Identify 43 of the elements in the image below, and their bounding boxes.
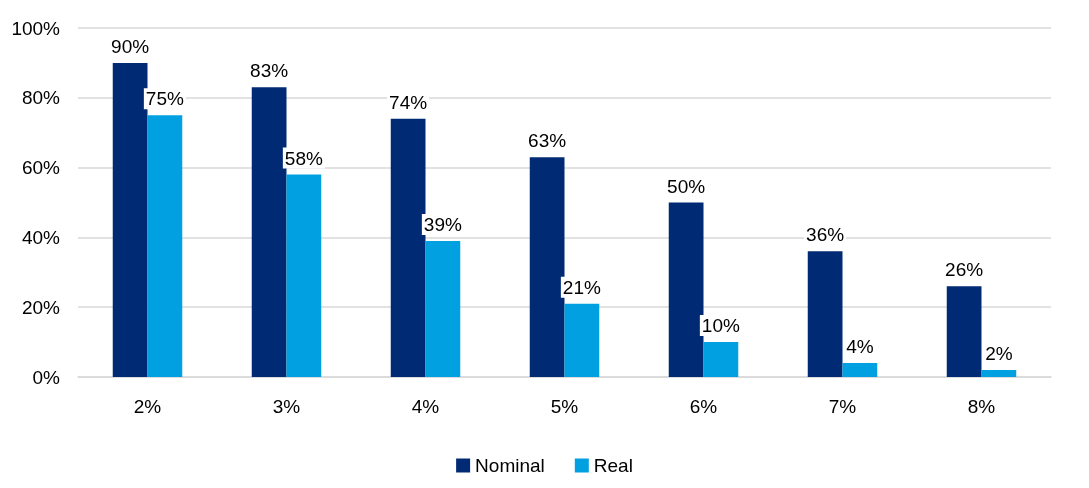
y-tick-label: 0% [32, 366, 61, 388]
bar [286, 174, 322, 377]
x-tick-label: 6% [689, 396, 718, 417]
x-tick-label: 2% [133, 396, 162, 417]
legend-label: Real [593, 455, 633, 476]
data-label: 83% [250, 60, 289, 82]
data-label: 26% [945, 259, 984, 281]
data-label: 2% [985, 343, 1013, 365]
data-label: 63% [528, 130, 567, 152]
y-tick-label: 20% [21, 296, 61, 318]
x-tick-label: 3% [272, 396, 301, 417]
data-label: 74% [389, 91, 428, 113]
x-tick-label: 8% [967, 396, 996, 417]
data-label: 90% [111, 35, 150, 57]
bar [668, 202, 704, 377]
bar [564, 303, 600, 377]
bar [147, 115, 183, 377]
y-tick-label: 60% [21, 157, 61, 179]
y-tick-label: 80% [21, 87, 61, 109]
bar [842, 363, 878, 377]
data-label: 21% [562, 276, 601, 298]
bar [112, 62, 148, 377]
x-tick-label: 5% [550, 396, 579, 417]
data-label: 4% [846, 336, 874, 358]
data-label: 58% [284, 147, 323, 169]
y-tick-label: 40% [21, 226, 61, 248]
bar [529, 157, 565, 377]
data-label: 75% [145, 88, 184, 110]
data-label: 36% [806, 224, 845, 246]
data-label: 39% [423, 213, 462, 235]
bar [703, 342, 739, 377]
bar [390, 118, 426, 377]
bar [981, 370, 1017, 377]
data-label: 50% [667, 175, 706, 197]
x-tick-label: 4% [411, 396, 440, 417]
bar [251, 87, 287, 377]
bar [425, 240, 461, 377]
bar [807, 251, 843, 377]
legend-label: Nominal [475, 455, 545, 476]
data-label: 10% [701, 315, 740, 337]
bar [946, 286, 982, 377]
y-tick-label: 100% [11, 17, 61, 39]
x-tick-label: 7% [828, 396, 857, 417]
